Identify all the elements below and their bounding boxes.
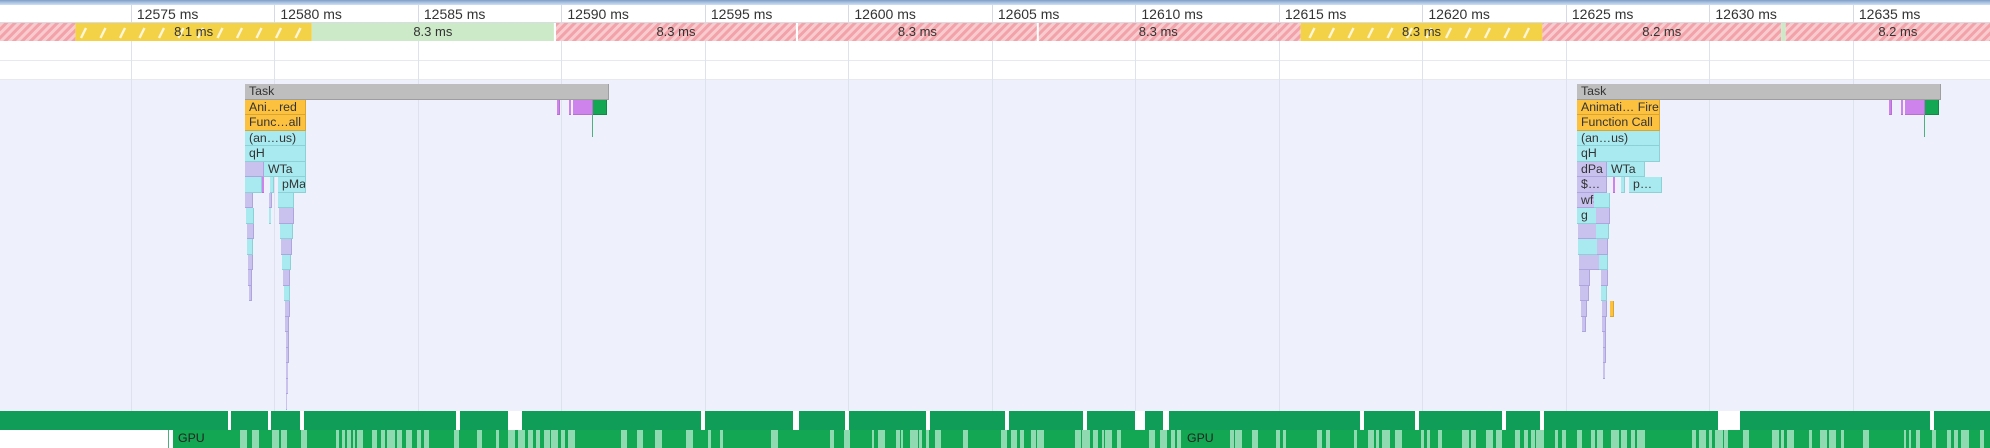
svg-text:8.1 ms: 8.1 ms [174, 24, 214, 39]
svg-text:8.2 ms: 8.2 ms [1878, 24, 1918, 39]
svg-text:8.3 ms: 8.3 ms [413, 24, 453, 39]
svg-text:8.3 ms: 8.3 ms [1139, 24, 1179, 39]
svg-text:8.3 ms: 8.3 ms [1402, 24, 1442, 39]
svg-text:8.2 ms: 8.2 ms [1642, 24, 1682, 39]
svg-text:8.3 ms: 8.3 ms [898, 24, 938, 39]
svg-text:8.3 ms: 8.3 ms [656, 24, 696, 39]
